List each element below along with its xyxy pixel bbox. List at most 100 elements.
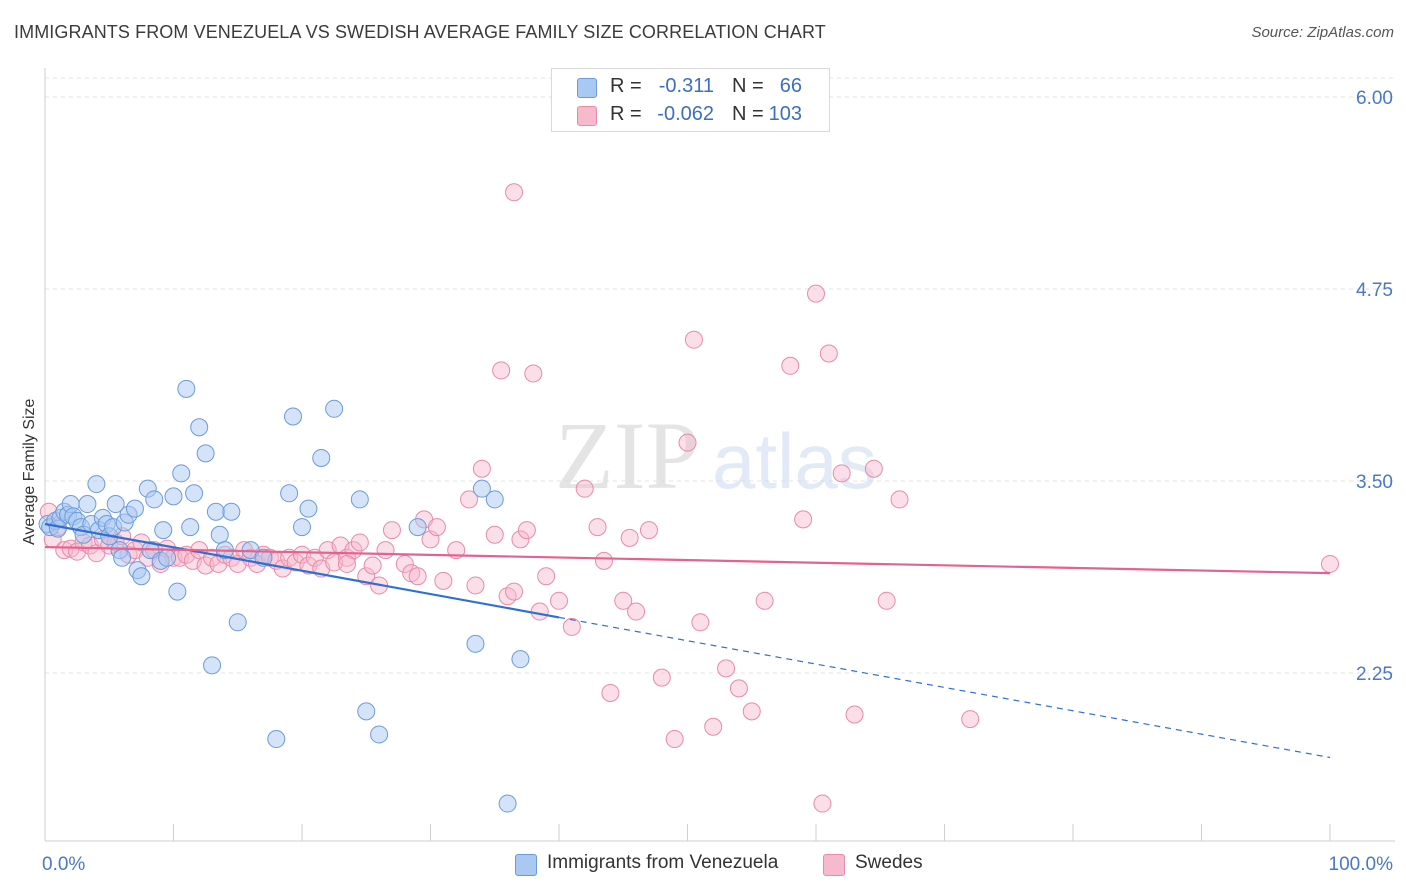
swedes-point bbox=[382, 521, 401, 540]
legend-n-value: 66 bbox=[779, 75, 802, 97]
x-tick-label: 0.0% bbox=[42, 854, 85, 875]
legend-n-value: 103 bbox=[768, 103, 802, 125]
watermark-zip: ZIP bbox=[555, 402, 699, 509]
swedes-point bbox=[832, 464, 851, 483]
swedes-point bbox=[511, 530, 530, 549]
venezuela-point bbox=[78, 495, 97, 514]
swedes-point bbox=[562, 617, 581, 636]
y-tick-label: 4.75 bbox=[1356, 280, 1393, 301]
swedes-point bbox=[505, 183, 524, 202]
venezuela-point bbox=[113, 548, 132, 567]
venezuela-point bbox=[210, 525, 229, 544]
swedes-point bbox=[575, 479, 594, 498]
venezuela-point bbox=[498, 794, 517, 813]
swedes-point bbox=[755, 591, 774, 610]
venezuela-point bbox=[177, 379, 196, 398]
swedes-point bbox=[485, 525, 504, 544]
venezuela-point bbox=[196, 444, 215, 463]
venezuela-point bbox=[206, 502, 225, 521]
swedes-point bbox=[781, 356, 800, 375]
venezuela-point bbox=[325, 399, 344, 418]
bottom-legend-label: Immigrants from Venezuela bbox=[547, 852, 779, 873]
swedes-point bbox=[363, 556, 382, 575]
swedes-point bbox=[691, 613, 710, 632]
swedes-point bbox=[408, 567, 427, 586]
swedes-point bbox=[196, 556, 215, 575]
swedes-point bbox=[742, 702, 761, 721]
venezuela-point bbox=[172, 464, 191, 483]
venezuela-point bbox=[168, 582, 187, 601]
watermark-atlas: atlas bbox=[712, 417, 877, 505]
venezuela-trend-projection bbox=[558, 616, 1331, 759]
swedes-point bbox=[524, 364, 543, 383]
swedes-point bbox=[517, 521, 536, 540]
swedes-point bbox=[704, 717, 723, 736]
venezuela-point bbox=[190, 418, 209, 437]
legend-r-value: -0.311 bbox=[658, 75, 714, 97]
swedes-point bbox=[877, 591, 896, 610]
legend-r-label: R = bbox=[610, 103, 642, 125]
venezuela-point bbox=[106, 495, 125, 514]
swedes-point bbox=[961, 710, 980, 729]
swedes-point bbox=[864, 459, 883, 478]
correlation-legend: R = -0.311 N = 66 R = -0.062 N = 103 bbox=[551, 68, 830, 132]
y-tick-label: 2.25 bbox=[1356, 664, 1393, 685]
swedes-point bbox=[530, 602, 549, 621]
swedes-point bbox=[492, 361, 511, 380]
swedes-point bbox=[434, 571, 453, 590]
swedes-points bbox=[39, 183, 1339, 813]
source-credit: Source: ZipAtlas.com bbox=[1251, 24, 1394, 41]
venezuela-point bbox=[158, 548, 177, 567]
venezuela-point bbox=[466, 634, 485, 653]
venezuela-points bbox=[38, 379, 530, 813]
axes: 2.25 3.50 4.75 6.00 0.0% 100.0% bbox=[42, 68, 1395, 875]
venezuela-point bbox=[125, 499, 144, 518]
venezuela-point bbox=[299, 499, 318, 518]
swedes-point bbox=[537, 567, 556, 586]
bottom-legend-swatch-swedes bbox=[823, 854, 845, 876]
venezuela-trend-line bbox=[44, 522, 560, 619]
swedes-point bbox=[1321, 554, 1339, 573]
swedes-point bbox=[684, 330, 703, 349]
swedes-point bbox=[813, 794, 832, 813]
swedes-point bbox=[678, 433, 697, 452]
swedes-point bbox=[337, 554, 356, 573]
venezuela-point bbox=[408, 518, 427, 537]
swedes-point bbox=[466, 576, 485, 595]
swedes-trend-line bbox=[44, 545, 1331, 575]
swedes-point bbox=[819, 344, 838, 363]
venezuela-point bbox=[228, 613, 247, 632]
swedes-point bbox=[472, 459, 491, 478]
swedes-point bbox=[729, 679, 748, 698]
swedes-point bbox=[614, 591, 633, 610]
swedes-point bbox=[505, 582, 524, 601]
y-axis-label: Average Family Size bbox=[21, 398, 38, 545]
grid bbox=[45, 77, 1395, 674]
legend-row-swedes: R = -0.062 N = 103 bbox=[552, 102, 829, 130]
watermark: ZIP atlas bbox=[555, 402, 877, 509]
venezuela-point bbox=[350, 490, 369, 509]
swedes-point bbox=[376, 541, 395, 560]
legend-n-label: N = bbox=[732, 75, 764, 97]
venezuela-point bbox=[370, 725, 389, 744]
swedes-point bbox=[652, 668, 671, 687]
swedes-point bbox=[588, 518, 607, 537]
swedes-point bbox=[807, 284, 825, 303]
venezuela-point bbox=[357, 702, 376, 721]
swedes-point bbox=[460, 490, 479, 509]
swedes-point bbox=[639, 521, 658, 540]
bottom-legend-label: Swedes bbox=[855, 852, 923, 873]
venezuela-point bbox=[164, 487, 183, 506]
swedes-point bbox=[627, 602, 646, 621]
swedes-point bbox=[620, 528, 639, 547]
venezuela-point bbox=[203, 656, 222, 675]
venezuela-point bbox=[284, 407, 303, 426]
swedes-point bbox=[890, 490, 909, 509]
legend-swatch-venezuela bbox=[577, 78, 597, 98]
swedes-point bbox=[665, 730, 684, 749]
trend-lines bbox=[44, 522, 1331, 759]
swedes-point bbox=[601, 683, 620, 702]
swedes-point bbox=[350, 533, 369, 552]
y-tick-label: 3.50 bbox=[1356, 472, 1393, 493]
venezuela-point bbox=[87, 475, 106, 494]
